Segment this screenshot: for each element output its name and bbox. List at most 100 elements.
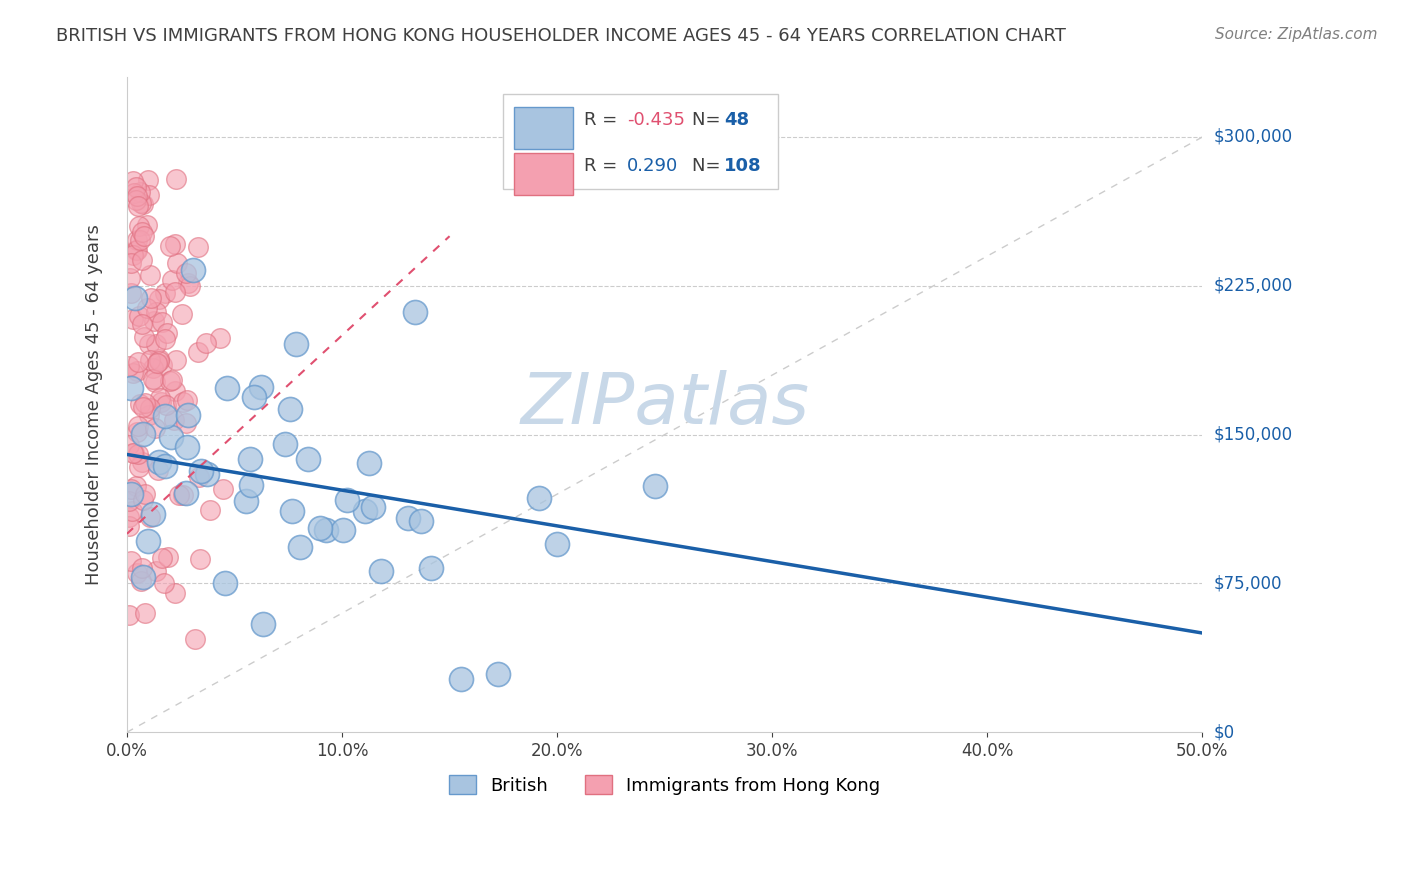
Text: N=: N= xyxy=(692,111,725,129)
Text: N=: N= xyxy=(692,157,725,175)
Text: $300,000: $300,000 xyxy=(1213,128,1292,146)
Point xyxy=(124,179,146,194)
Point xyxy=(148,354,170,368)
Point xyxy=(122,173,145,187)
Point xyxy=(128,397,150,411)
Text: 108: 108 xyxy=(724,157,762,175)
Y-axis label: Householder Income Ages 45 - 64 years: Householder Income Ages 45 - 64 years xyxy=(86,225,103,585)
Point xyxy=(131,493,153,508)
Point xyxy=(148,352,170,367)
Point xyxy=(132,427,155,442)
Point xyxy=(149,392,172,406)
Point xyxy=(124,186,146,200)
Point xyxy=(252,617,274,632)
Point xyxy=(127,199,149,213)
Point xyxy=(127,419,149,434)
Point xyxy=(118,509,141,524)
Point xyxy=(125,189,148,203)
Point xyxy=(127,425,149,439)
Point xyxy=(125,243,148,257)
Point xyxy=(396,511,419,525)
Point xyxy=(170,307,193,321)
Point xyxy=(118,494,141,508)
Point xyxy=(214,576,236,591)
Point xyxy=(120,381,142,395)
Point xyxy=(120,553,142,567)
Point xyxy=(285,337,308,351)
Text: 0.290: 0.290 xyxy=(627,157,678,175)
Point xyxy=(212,482,235,496)
Point xyxy=(118,271,141,285)
Point xyxy=(118,608,141,623)
Point xyxy=(176,486,198,500)
Point xyxy=(172,488,194,502)
Point xyxy=(176,392,198,407)
Point xyxy=(527,491,550,505)
Point xyxy=(136,173,159,187)
Point xyxy=(122,312,145,326)
Point xyxy=(159,430,181,444)
Point xyxy=(118,518,141,533)
Text: Source: ZipAtlas.com: Source: ZipAtlas.com xyxy=(1215,27,1378,42)
Point xyxy=(190,551,212,566)
Text: $75,000: $75,000 xyxy=(1213,574,1282,592)
Point xyxy=(124,291,146,305)
Point xyxy=(143,375,166,389)
Point xyxy=(315,524,337,538)
Point xyxy=(138,187,160,202)
Point xyxy=(131,318,153,332)
Point xyxy=(190,464,212,478)
Point xyxy=(125,244,148,258)
FancyBboxPatch shape xyxy=(515,153,574,195)
Point xyxy=(174,266,197,280)
Point xyxy=(143,421,166,435)
Text: R =: R = xyxy=(583,157,628,175)
Point xyxy=(142,507,165,521)
Text: $150,000: $150,000 xyxy=(1213,425,1292,443)
Point xyxy=(132,197,155,211)
Point xyxy=(169,487,191,501)
Point xyxy=(132,401,155,415)
Point xyxy=(128,309,150,323)
Point xyxy=(121,504,143,518)
Point xyxy=(145,565,167,579)
Point xyxy=(165,353,187,368)
Point xyxy=(138,408,160,422)
Point xyxy=(187,345,209,359)
Point xyxy=(200,503,222,517)
Point xyxy=(239,451,262,466)
Point xyxy=(419,561,441,575)
Point xyxy=(155,398,177,412)
Point xyxy=(159,239,181,253)
Point xyxy=(166,255,188,269)
Point xyxy=(136,533,159,548)
Point xyxy=(150,315,173,329)
Point xyxy=(174,416,197,430)
Point xyxy=(159,374,181,388)
Point xyxy=(148,293,170,307)
Text: R =: R = xyxy=(583,111,623,129)
Text: $225,000: $225,000 xyxy=(1213,277,1292,294)
Point xyxy=(165,172,187,186)
Point xyxy=(181,262,204,277)
Point xyxy=(128,219,150,234)
Point xyxy=(146,463,169,477)
Point xyxy=(308,521,330,535)
Point xyxy=(118,359,141,374)
Point xyxy=(165,586,187,600)
Point xyxy=(132,330,155,344)
Point xyxy=(134,229,156,244)
Point xyxy=(121,446,143,460)
Text: 48: 48 xyxy=(724,111,749,129)
Point xyxy=(288,540,311,554)
Point xyxy=(127,447,149,461)
Legend: British, Immigrants from Hong Kong: British, Immigrants from Hong Kong xyxy=(441,768,887,802)
Point xyxy=(120,256,142,270)
Point xyxy=(370,564,392,578)
Point xyxy=(172,394,194,409)
Point xyxy=(129,185,152,199)
Point xyxy=(135,301,157,316)
Point xyxy=(176,440,198,454)
Point xyxy=(118,438,141,452)
Point xyxy=(127,354,149,368)
